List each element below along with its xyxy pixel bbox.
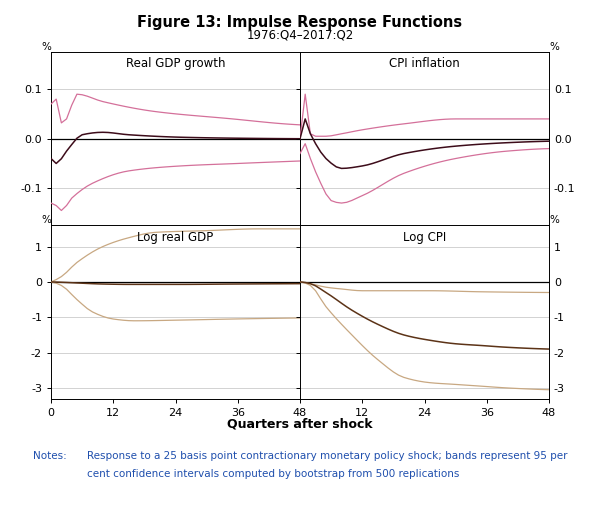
Text: Log real GDP: Log real GDP	[137, 230, 214, 243]
Text: cent confidence intervals computed by bootstrap from 500 replications: cent confidence intervals computed by bo…	[87, 469, 460, 479]
Text: %: %	[549, 215, 559, 225]
Text: 1976:Q4–2017:Q2: 1976:Q4–2017:Q2	[247, 29, 353, 42]
Text: Quarters after shock: Quarters after shock	[227, 418, 373, 431]
Text: %: %	[549, 42, 559, 52]
Text: Response to a 25 basis point contractionary monetary policy shock; bands represe: Response to a 25 basis point contraction…	[87, 451, 568, 461]
Text: CPI inflation: CPI inflation	[389, 57, 460, 70]
Text: %: %	[41, 42, 51, 52]
Text: Real GDP growth: Real GDP growth	[126, 57, 225, 70]
Text: %: %	[41, 215, 51, 225]
Text: Figure 13: Impulse Response Functions: Figure 13: Impulse Response Functions	[137, 15, 463, 30]
Text: Log CPI: Log CPI	[403, 230, 446, 243]
Text: Notes:: Notes:	[33, 451, 67, 461]
